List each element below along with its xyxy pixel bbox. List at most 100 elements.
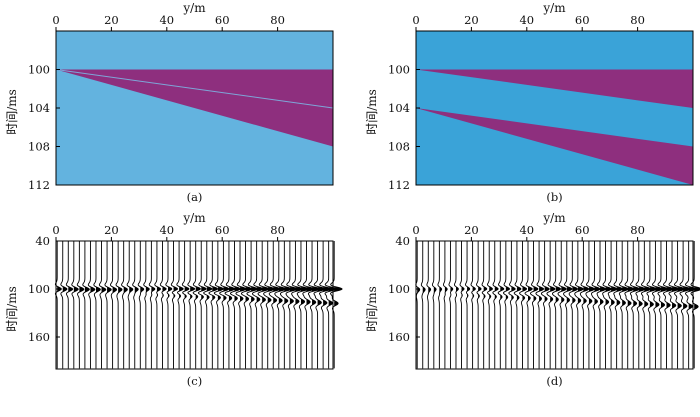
seismic-trace	[296, 241, 309, 369]
seismic-trace	[203, 241, 213, 369]
seismic-trace	[465, 241, 471, 369]
seismic-trace	[568, 241, 579, 369]
seismic-trace	[519, 241, 528, 369]
seismic-trace	[459, 241, 465, 369]
seismic-trace-fill	[450, 287, 453, 297]
panel-a-x-label: y/m	[182, 1, 206, 15]
seismic-trace	[596, 241, 607, 369]
seismic-trace-fill	[533, 287, 538, 302]
seismic-trace	[170, 241, 179, 369]
x-tick-label: 60	[215, 13, 230, 27]
panel-c-y-ticks: 40 100 160	[28, 234, 60, 344]
seismic-trace-fill	[583, 287, 589, 304]
seismic-trace-fill	[605, 287, 612, 305]
seismic-trace-fill	[472, 287, 476, 298]
seismic-trace	[263, 241, 275, 369]
seismic-trace	[93, 241, 101, 369]
panel-c-y-label: 时间/ms	[5, 286, 19, 332]
seismic-trace-fill	[439, 287, 442, 295]
seismic-trace-fill	[162, 287, 167, 298]
y-tick-label: 100	[28, 63, 50, 77]
x-tick-label: 40	[159, 223, 174, 237]
seismic-trace	[551, 241, 562, 369]
seismic-trace-fill	[168, 287, 172, 298]
seismic-trace	[513, 241, 522, 369]
seismic-trace	[502, 241, 511, 369]
seismic-trace-fill	[62, 287, 68, 293]
seismic-trace	[563, 241, 573, 369]
y-tick-label: 100	[388, 282, 410, 296]
panel-a-y-label: 时间/ms	[5, 89, 19, 135]
x-tick-label: 40	[159, 13, 174, 27]
seismic-trace	[497, 241, 505, 369]
seismic-trace-fill	[68, 287, 73, 293]
seismic-trace	[454, 241, 459, 369]
seismic-trace-fill	[129, 287, 133, 294]
seismic-trace-fill	[240, 287, 247, 302]
seismic-trace-fill	[467, 287, 470, 298]
seismic-trace	[437, 241, 443, 369]
seismic-trace	[574, 241, 584, 369]
seismic-trace	[98, 241, 107, 369]
seismic-trace-fill	[455, 287, 459, 297]
seismic-trace	[115, 241, 123, 369]
seismic-trace	[65, 241, 74, 369]
seismic-trace-fill	[278, 287, 286, 304]
seismic-trace	[646, 241, 658, 369]
y-tick-label: 108	[28, 140, 50, 154]
seismic-trace-fill	[428, 287, 431, 294]
seismic-trace-fill	[140, 287, 144, 295]
seismic-trace-fill	[201, 287, 207, 300]
x-tick-label: 80	[270, 223, 285, 237]
x-tick-label: 20	[104, 13, 119, 27]
seismic-trace	[291, 241, 304, 369]
seismic-trace	[246, 241, 258, 369]
seismic-trace-fill	[522, 287, 527, 301]
seismic-trace-fill	[317, 287, 326, 306]
seismic-trace	[585, 241, 596, 369]
seismic-trace	[121, 241, 128, 369]
seismic-trace	[431, 241, 437, 369]
x-tick-label: 80	[630, 223, 645, 237]
y-tick-label: 108	[388, 140, 410, 154]
seismic-trace	[529, 241, 539, 369]
seismic-trace	[492, 241, 499, 369]
seismic-trace	[487, 241, 493, 369]
panel-c-frame	[55, 240, 334, 370]
seismic-trace-fill	[190, 287, 195, 300]
seismic-trace-fill	[206, 287, 212, 300]
y-tick-label: 104	[388, 101, 410, 115]
seismic-trace	[54, 241, 62, 369]
seismic-trace-fill	[500, 287, 504, 300]
seismic-trace-fill	[516, 287, 521, 301]
seismic-trace-fill	[195, 287, 201, 300]
seismic-trace	[213, 241, 224, 369]
seismic-trace-fill	[489, 287, 493, 300]
seismic-trace-fill	[267, 287, 275, 304]
panel-c: 0 20 40 60 80 40 100 160 y/m 时间/ms (c)	[5, 211, 343, 388]
panel-d-border	[415, 240, 694, 370]
seismic-trace	[657, 241, 669, 369]
y-tick-label: 112	[388, 178, 410, 192]
seismic-trace-fill	[273, 287, 281, 304]
seismic-trace-fill	[289, 287, 297, 305]
seismic-trace-fill	[588, 287, 595, 305]
x-tick-label: 0	[52, 223, 59, 237]
y-tick-label: 112	[28, 178, 50, 192]
seismic-trace	[651, 241, 663, 369]
seismic-trace	[87, 241, 96, 369]
y-tick-label: 40	[395, 234, 410, 248]
seismic-trace-fill	[561, 287, 567, 304]
seismic-trace-fill	[179, 287, 184, 299]
seismic-trace-fill	[173, 287, 178, 298]
panel-b-upper-wedge	[416, 69, 693, 108]
seismic-trace-fill	[544, 287, 550, 302]
x-tick-label: 80	[630, 13, 645, 27]
x-tick-label: 20	[464, 13, 479, 27]
panel-b-caption: (b)	[546, 190, 562, 204]
panel-d-y-ticks: 40 100 160	[388, 234, 420, 344]
panel-b-x-ticks: 0 20 40 60 80	[412, 13, 645, 31]
seismic-trace-fill	[228, 287, 235, 302]
panel-b-y-label: 时间/ms	[365, 89, 379, 135]
